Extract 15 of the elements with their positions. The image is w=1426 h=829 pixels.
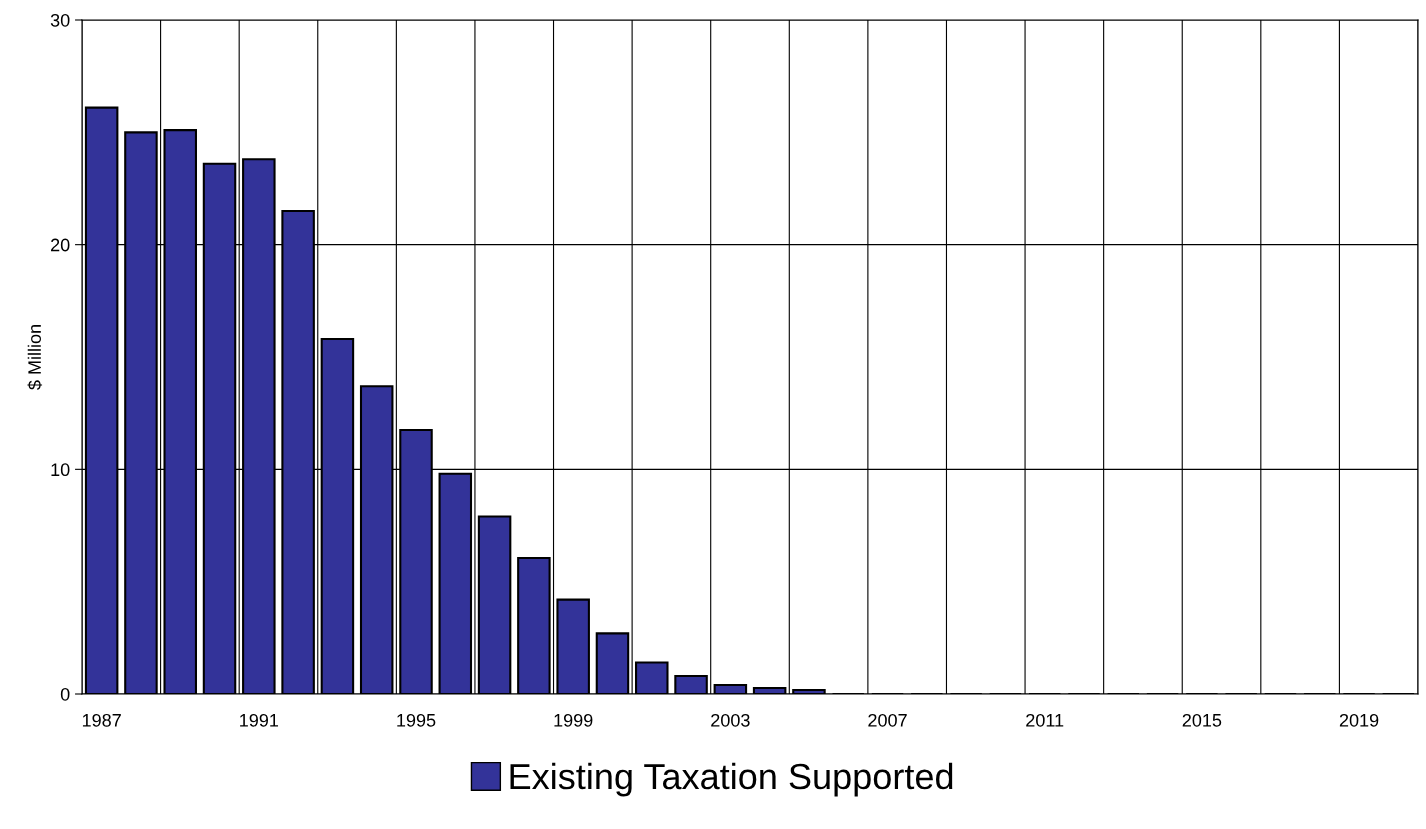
x-tick-label: 2011 [1026,713,1064,727]
x-tick-label: 1995 [397,713,436,727]
x-tick-label: 1991 [240,713,279,727]
x-tick-label: 2003 [711,713,750,727]
x-tick-label: 2019 [1339,713,1379,727]
y-tick-label: 30 [50,13,70,27]
x-tick-label: 1987 [82,713,121,727]
y-tick-label: 20 [51,238,70,252]
x-tick-label: 2015 [1182,713,1222,727]
x-tick-label: 1999 [554,713,593,727]
y-tick-label: 0 [60,687,70,701]
y-tick-label: 10 [51,463,70,477]
x-tick-label: 2007 [868,713,907,727]
legend-label: Existing Taxation Supported [510,762,953,797]
y-axis-title: $ Million [27,325,43,390]
